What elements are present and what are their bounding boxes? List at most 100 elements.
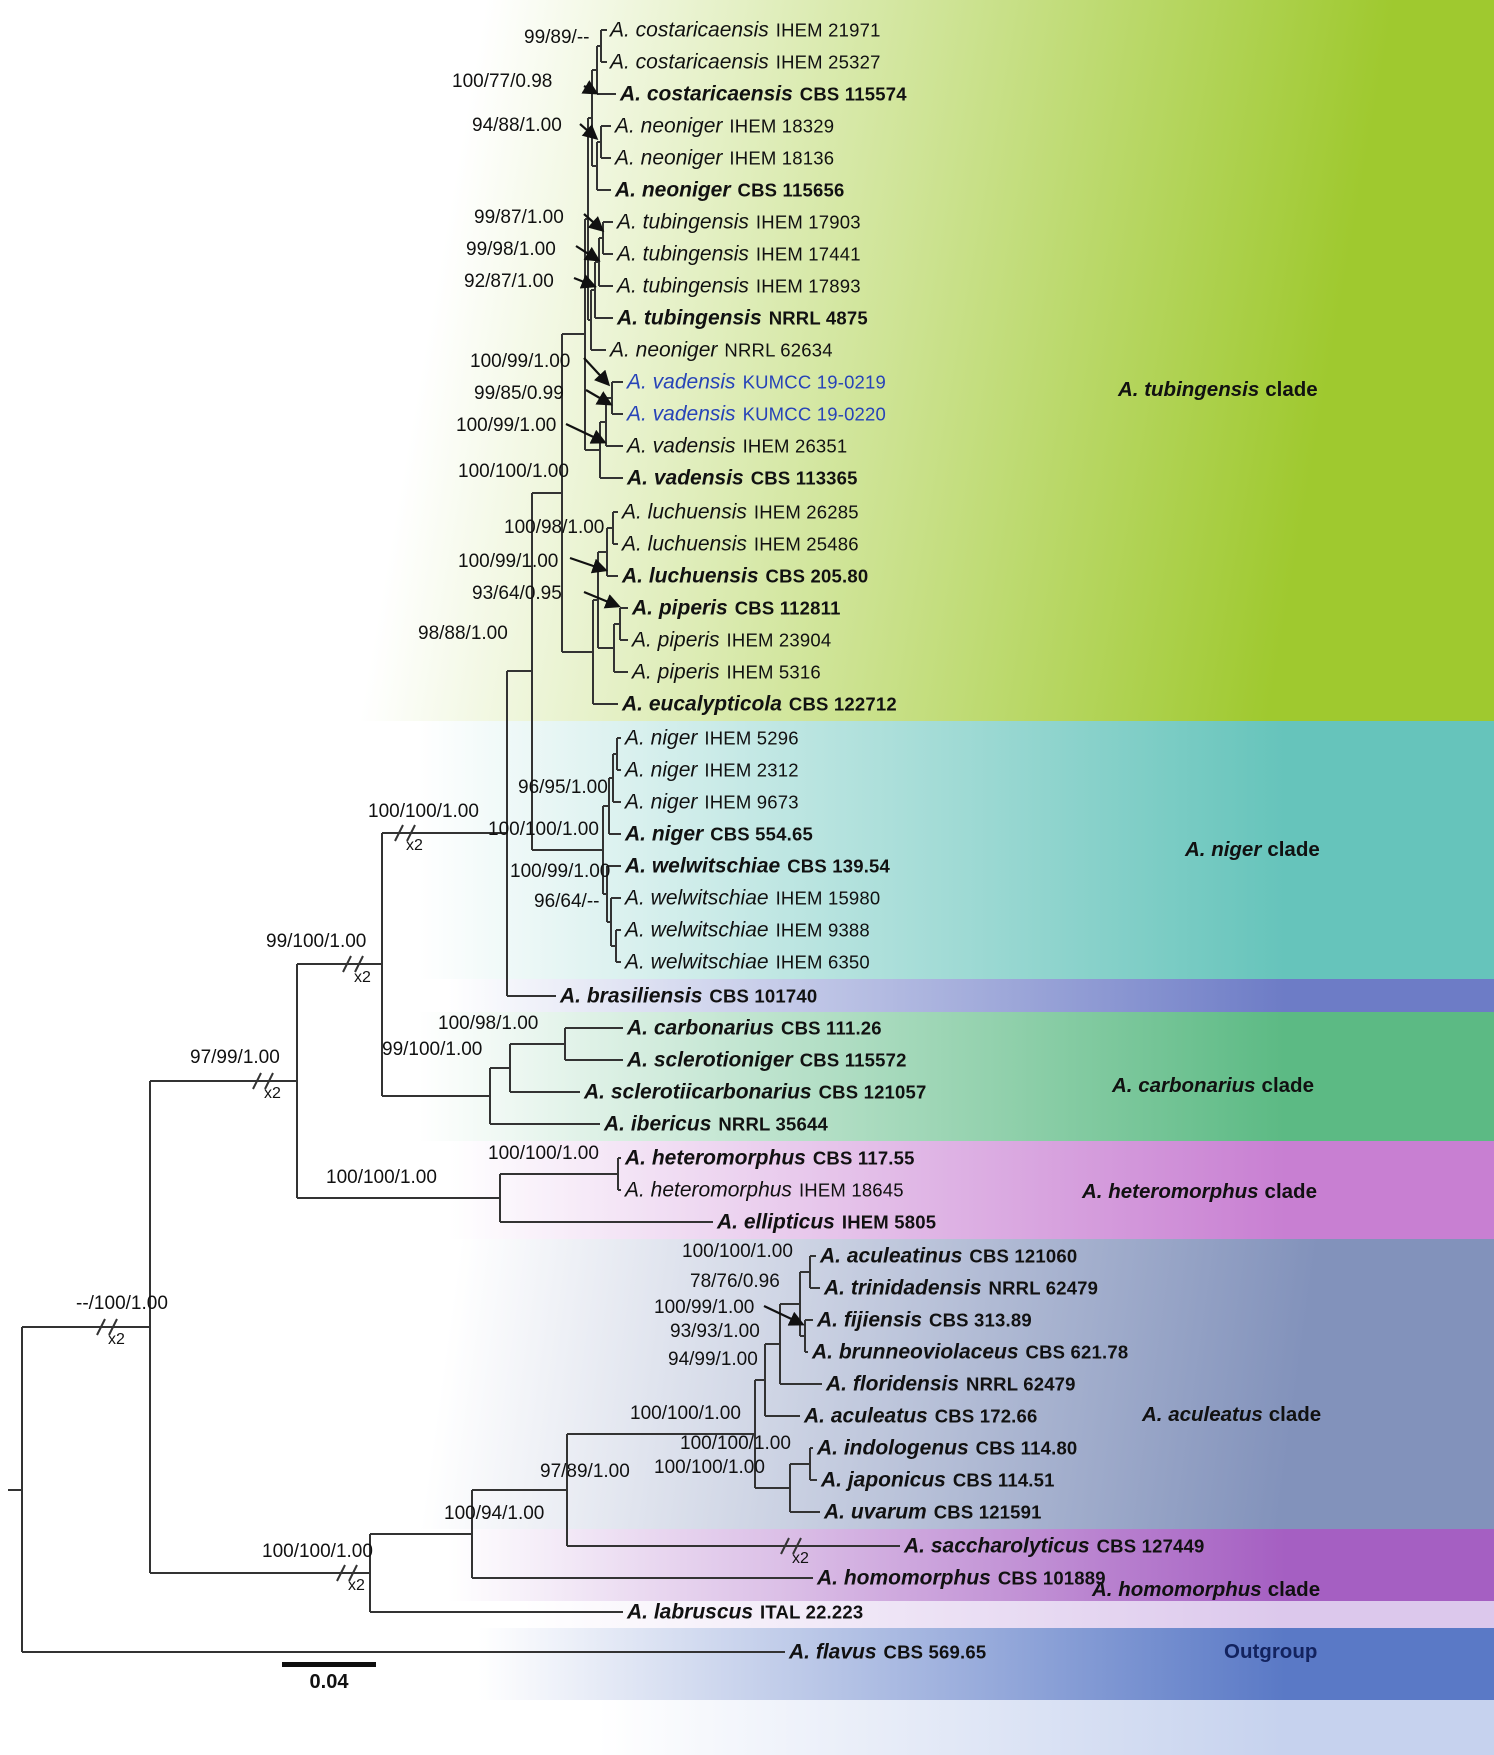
support-value: 100/100/1.00 (262, 1541, 373, 1562)
species-name: A. indologenus (817, 1436, 969, 1460)
taxon-label: A. piperis IHEM 5316 (632, 662, 821, 683)
species-name: A. piperis (632, 660, 720, 684)
backbone-branches (8, 492, 785, 1653)
taxon-label: A. vadensis IHEM 26351 (627, 436, 847, 457)
support-value: 100/98/1.00 (504, 517, 605, 538)
strain-code: KUMCC 19-0220 (742, 403, 887, 425)
support-value: 100/77/0.98 (452, 71, 553, 92)
support-value: 99/85/0.99 (474, 383, 564, 404)
scale-bar-value: 0.04 (309, 1671, 349, 1693)
strain-code: IHEM 6350 (775, 951, 870, 973)
clade-region (0, 0, 1494, 721)
species-name: A. neoniger (610, 338, 718, 362)
taxon-label: A. luchuensis IHEM 26285 (622, 502, 859, 523)
support-value: 78/76/0.96 (690, 1271, 780, 1292)
taxon-label: A. niger IHEM 5296 (625, 728, 799, 749)
strain-code: NRRL 62634 (724, 339, 833, 361)
species-name: A. costaricaensis (620, 82, 793, 106)
species-name: A. ellipticus (717, 1210, 835, 1234)
strain-code: IHEM 17441 (755, 243, 861, 265)
species-name: A. piperis (632, 628, 720, 652)
species-name: A. vadensis (627, 434, 736, 458)
species-name: A. aculeatinus (820, 1244, 963, 1268)
strain-code: CBS 121057 (818, 1081, 927, 1103)
clade-region (0, 979, 1494, 1012)
branch-break-label: x2 (108, 1331, 125, 1348)
taxon-label: A. neoniger IHEM 18136 (615, 148, 834, 169)
species-name: A. niger (625, 822, 704, 846)
taxon-label: A. welwitschiae IHEM 9388 (625, 920, 870, 941)
scale-bar-line (282, 1662, 376, 1667)
taxon-label: A. luchuensis IHEM 25486 (622, 534, 859, 555)
taxon-label: A. neoniger CBS 115656 (615, 180, 844, 201)
species-name: A. neoniger (615, 114, 723, 138)
niger-clade-branches (602, 737, 621, 963)
support-value: 100/98/1.00 (438, 1013, 539, 1034)
species-name: A. homomorphus (817, 1566, 991, 1590)
strain-code: CBS 111.26 (781, 1017, 882, 1039)
support-value: 96/95/1.00 (518, 777, 608, 798)
species-name: A. floridensis (826, 1372, 960, 1396)
species-name: A. tubingensis (617, 306, 762, 330)
taxon-label: A. homomorphus CBS 101889 (817, 1568, 1106, 1589)
taxon-label: A. costaricaensis IHEM 21971 (610, 20, 881, 41)
clade-region (0, 1628, 1494, 1700)
clade-species-name: A. tubingensis (1118, 378, 1260, 401)
clade-word: clade (1267, 1578, 1321, 1601)
clade-region (0, 1601, 1494, 1628)
strain-code: CBS 101740 (709, 985, 818, 1007)
species-name: A. tubingensis (617, 242, 749, 266)
strain-code: CBS 101889 (997, 1567, 1106, 1589)
strain-code: IHEM 18329 (729, 115, 835, 137)
support-value: 100/99/1.00 (470, 351, 571, 372)
strain-code: IHEM 26285 (753, 501, 859, 523)
strain-code: CBS 313.89 (929, 1309, 1032, 1331)
species-name: A. uvarum (824, 1500, 927, 1524)
support-value: 100/100/1.00 (368, 801, 479, 822)
species-name: A. costaricaensis (610, 50, 769, 74)
branch-break-slashes (96, 824, 802, 1582)
clade-species-name: A. niger (1185, 838, 1262, 861)
strain-code: IHEM 15980 (775, 887, 881, 909)
support-value: 100/99/1.00 (654, 1297, 755, 1318)
species-name: A. welwitschiae (625, 918, 769, 942)
taxon-label: A. ibericus NRRL 35644 (604, 1114, 828, 1135)
branch-break-label: x2 (264, 1085, 281, 1102)
strain-code: CBS 114.51 (952, 1469, 1055, 1491)
species-name: A. aculeatus (804, 1404, 928, 1428)
strain-code: IHEM 5316 (726, 661, 821, 683)
branch-break-label: x2 (354, 969, 371, 986)
taxon-label: A. piperis CBS 112811 (632, 598, 841, 619)
species-name: A. tubingensis (617, 210, 749, 234)
strain-code: CBS 115572 (799, 1049, 907, 1071)
support-value: 100/99/1.00 (456, 415, 557, 436)
strain-code: NRRL 62479 (988, 1277, 1099, 1299)
taxon-label: A. niger IHEM 9673 (625, 792, 799, 813)
taxon-label: A. carbonarius CBS 111.26 (627, 1018, 882, 1039)
strain-code: IHEM 18645 (798, 1179, 904, 1201)
clade-label: A. heteromorphus clade (1082, 1180, 1317, 1204)
species-name: A. welwitschiae (625, 886, 769, 910)
strain-code: IHEM 23904 (726, 629, 832, 651)
species-name: A. tubingensis (617, 274, 749, 298)
branch-break-label: x2 (792, 1550, 809, 1567)
strain-code: IHEM 17893 (755, 275, 861, 297)
clade-species-name: A. homomorphus (1092, 1578, 1262, 1601)
taxon-label: A. tubingensis IHEM 17441 (617, 244, 861, 265)
support-value: 92/87/1.00 (464, 271, 554, 292)
support-value: 100/100/1.00 (680, 1433, 791, 1454)
taxon-label: A. flavus CBS 569.65 (789, 1642, 986, 1663)
support-value: 97/89/1.00 (540, 1461, 630, 1482)
species-name: A. welwitschiae (625, 854, 781, 878)
taxon-label: A. saccharolyticus CBS 127449 (904, 1536, 1205, 1557)
strain-code: NRRL 4875 (768, 307, 868, 329)
node-pointer-arrows (565, 80, 805, 1326)
species-name: A. vadensis (627, 370, 736, 394)
scale-bar: 0.04 (282, 1662, 376, 1694)
support-value: 100/100/1.00 (630, 1403, 741, 1424)
strain-code: IHEM 2312 (704, 759, 799, 781)
species-name: A. ibericus (604, 1112, 712, 1136)
taxon-label: A. uvarum CBS 121591 (824, 1502, 1042, 1523)
strain-code: IHEM 9388 (775, 919, 870, 941)
